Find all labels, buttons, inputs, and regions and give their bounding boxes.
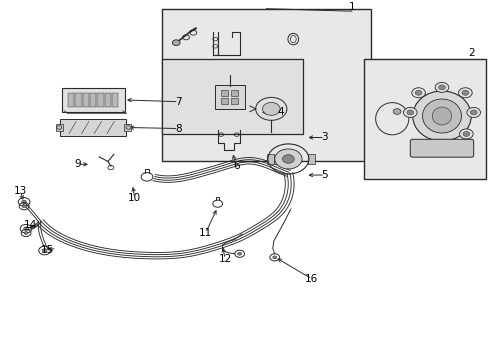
Circle shape (392, 109, 400, 114)
Circle shape (434, 82, 448, 93)
Circle shape (466, 107, 480, 117)
Circle shape (262, 103, 280, 115)
FancyBboxPatch shape (62, 88, 124, 112)
Bar (307, 154, 314, 164)
Text: 6: 6 (232, 161, 239, 171)
Text: 10: 10 (128, 193, 141, 203)
Text: 15: 15 (41, 245, 54, 255)
Text: 9: 9 (74, 159, 81, 169)
Circle shape (462, 131, 469, 136)
Circle shape (22, 205, 26, 208)
FancyBboxPatch shape (230, 90, 237, 96)
Ellipse shape (431, 107, 451, 125)
Ellipse shape (412, 91, 470, 141)
Text: 3: 3 (321, 132, 327, 143)
Bar (112, 93, 118, 107)
Bar (363, 59, 485, 179)
Circle shape (414, 90, 421, 95)
Circle shape (172, 40, 180, 46)
Bar (161, 9, 370, 161)
FancyBboxPatch shape (221, 98, 227, 104)
Text: 16: 16 (305, 274, 318, 284)
Text: 2: 2 (467, 48, 473, 58)
Text: 4: 4 (277, 107, 284, 117)
Circle shape (406, 110, 413, 115)
Circle shape (24, 231, 28, 234)
Bar (68, 93, 74, 107)
Text: 11: 11 (199, 228, 212, 238)
Text: 5: 5 (321, 170, 327, 180)
FancyBboxPatch shape (230, 98, 237, 104)
Text: 1: 1 (348, 2, 354, 12)
Bar (90, 93, 96, 107)
Bar (97, 93, 103, 107)
Circle shape (282, 155, 294, 163)
Bar (75, 93, 81, 107)
Circle shape (274, 149, 302, 169)
Circle shape (272, 256, 276, 259)
Bar (56, 124, 63, 131)
Bar (82, 93, 89, 107)
Circle shape (458, 88, 471, 98)
FancyBboxPatch shape (214, 85, 244, 109)
Text: 8: 8 (175, 123, 182, 134)
Bar (123, 124, 131, 131)
Circle shape (459, 129, 472, 139)
Circle shape (23, 227, 28, 230)
Circle shape (21, 200, 26, 204)
Bar (161, 59, 303, 134)
FancyBboxPatch shape (409, 139, 473, 157)
Bar (104, 93, 111, 107)
Ellipse shape (422, 99, 461, 133)
Circle shape (438, 85, 445, 90)
Bar (266, 154, 273, 164)
Text: 13: 13 (14, 186, 27, 196)
Text: 7: 7 (175, 97, 182, 107)
Circle shape (469, 110, 476, 115)
Circle shape (42, 249, 47, 252)
Circle shape (403, 107, 416, 117)
Circle shape (237, 252, 241, 255)
FancyBboxPatch shape (221, 90, 227, 96)
FancyBboxPatch shape (60, 119, 126, 136)
Text: 14: 14 (23, 220, 37, 230)
Circle shape (461, 90, 468, 95)
Circle shape (411, 88, 425, 98)
Text: 12: 12 (218, 254, 231, 264)
